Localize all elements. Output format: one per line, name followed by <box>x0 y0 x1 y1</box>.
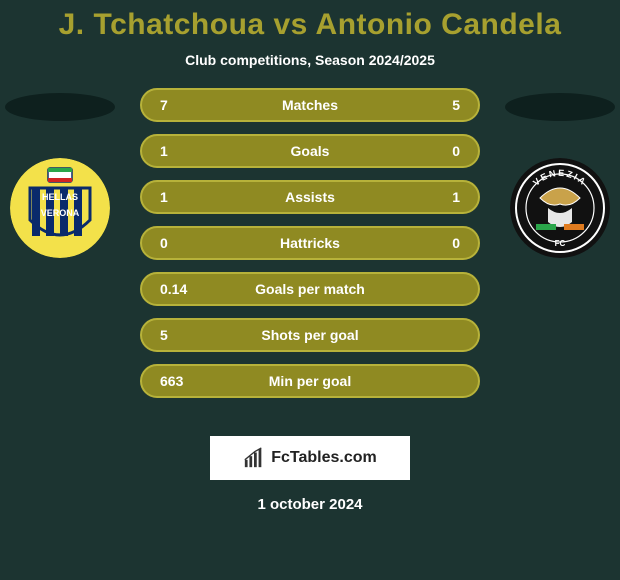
stat-label: Min per goal <box>220 373 400 389</box>
stat-label: Goals <box>220 143 400 159</box>
stat-label: Hattricks <box>220 235 400 251</box>
branding-text: FcTables.com <box>271 449 377 467</box>
player1-name: J. Tchatchoua <box>59 8 265 41</box>
stat-left-value: 5 <box>160 327 220 343</box>
stat-right-value: 5 <box>400 97 460 113</box>
stat-left-value: 0.14 <box>160 281 220 297</box>
svg-text:VERONA: VERONA <box>41 208 80 218</box>
stat-left-value: 7 <box>160 97 220 113</box>
stat-row: 5Shots per goal <box>140 318 480 352</box>
stat-label: Assists <box>220 189 400 205</box>
branding-box: FcTables.com <box>210 436 410 480</box>
stat-left-value: 0 <box>160 235 220 251</box>
stat-label: Shots per goal <box>220 327 400 343</box>
shadow-left <box>5 93 115 121</box>
stat-left-value: 1 <box>160 189 220 205</box>
stat-right-value: 0 <box>400 143 460 159</box>
svg-text:FC: FC <box>555 239 566 248</box>
venezia-crest-icon: VENEZIA FC <box>510 158 610 258</box>
stat-row: 1Goals0 <box>140 134 480 168</box>
stat-row: 1Assists1 <box>140 180 480 214</box>
club-crest-left: HELLAS VERONA <box>10 158 110 258</box>
hellas-verona-crest-icon: HELLAS VERONA <box>10 158 110 258</box>
subtitle: Club competitions, Season 2024/2025 <box>0 52 620 68</box>
stat-right-value: 0 <box>400 235 460 251</box>
stat-rows-container: 7Matches51Goals01Assists10Hattricks00.14… <box>140 88 480 410</box>
stat-row: 663Min per goal <box>140 364 480 398</box>
stat-left-value: 663 <box>160 373 220 389</box>
vs-separator: vs <box>273 8 307 41</box>
stat-row: 7Matches5 <box>140 88 480 122</box>
stat-label: Matches <box>220 97 400 113</box>
player2-name: Antonio Candela <box>316 8 562 41</box>
stat-row: 0Hattricks0 <box>140 226 480 260</box>
svg-text:HELLAS: HELLAS <box>42 192 78 202</box>
comparison-title: J. Tchatchoua vs Antonio Candela <box>0 0 620 42</box>
stat-row: 0.14Goals per match <box>140 272 480 306</box>
stat-left-value: 1 <box>160 143 220 159</box>
club-crest-right: VENEZIA FC <box>510 158 610 258</box>
shadow-right <box>505 93 615 121</box>
comparison-content: HELLAS VERONA VENEZIA FC 7Matches51Goals… <box>0 88 620 418</box>
bar-chart-icon <box>243 447 265 469</box>
stat-right-value: 1 <box>400 189 460 205</box>
date-text: 1 october 2024 <box>0 496 620 513</box>
stat-label: Goals per match <box>220 281 400 297</box>
